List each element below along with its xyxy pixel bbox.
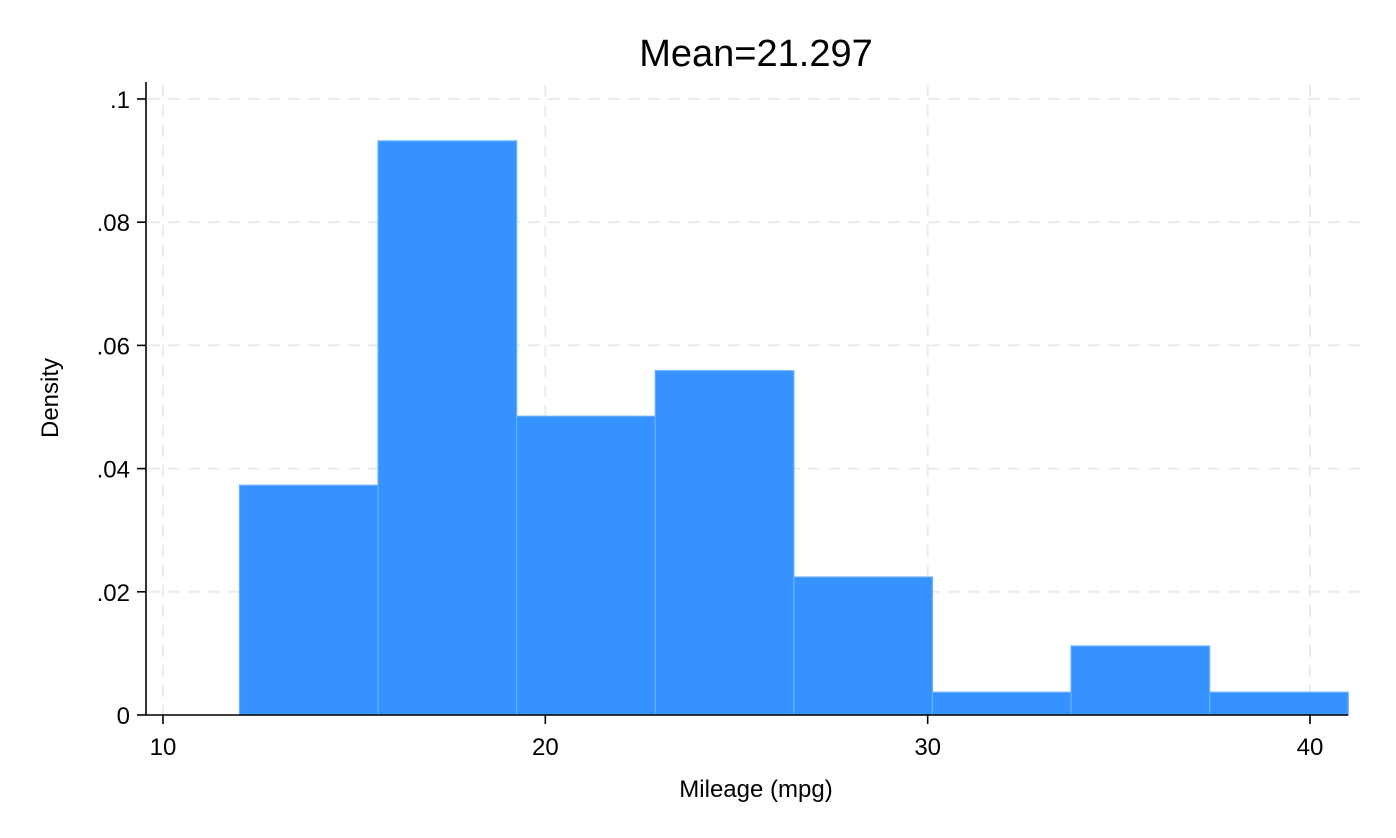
histogram-bar-2 [377, 140, 518, 716]
x-tick-label: 40 [1297, 734, 1324, 761]
y-tick-label: .04 [97, 457, 130, 484]
histogram-bar-8 [1209, 691, 1349, 716]
histogram-bar-7 [1070, 645, 1211, 716]
y-tick-label: 0 [117, 703, 130, 730]
y-axis-ticks: 0 .02 .04 .06 .08 .1 [97, 87, 146, 730]
x-tick-label: 20 [532, 734, 559, 761]
y-axis-title: Density [37, 358, 64, 438]
histogram-bar-6 [931, 691, 1072, 716]
y-tick-label: .08 [97, 210, 130, 237]
x-axis-title: Mileage (mpg) [679, 776, 832, 803]
histogram-bars [238, 140, 1349, 716]
y-tick-label: .1 [110, 87, 130, 114]
histogram-bar-5 [793, 576, 934, 716]
x-axis-ticks: 10 20 30 40 [150, 715, 1324, 761]
chart-title: Mean=21.297 [639, 33, 872, 75]
x-tick-label: 30 [914, 734, 941, 761]
histogram-bar-4 [654, 370, 795, 716]
y-tick-label: .02 [97, 580, 130, 607]
histogram-bar-1 [238, 484, 379, 716]
x-tick-label: 10 [150, 734, 177, 761]
y-tick-label: .06 [97, 333, 130, 360]
axes [145, 82, 1348, 716]
histogram-bar-3 [516, 415, 656, 716]
